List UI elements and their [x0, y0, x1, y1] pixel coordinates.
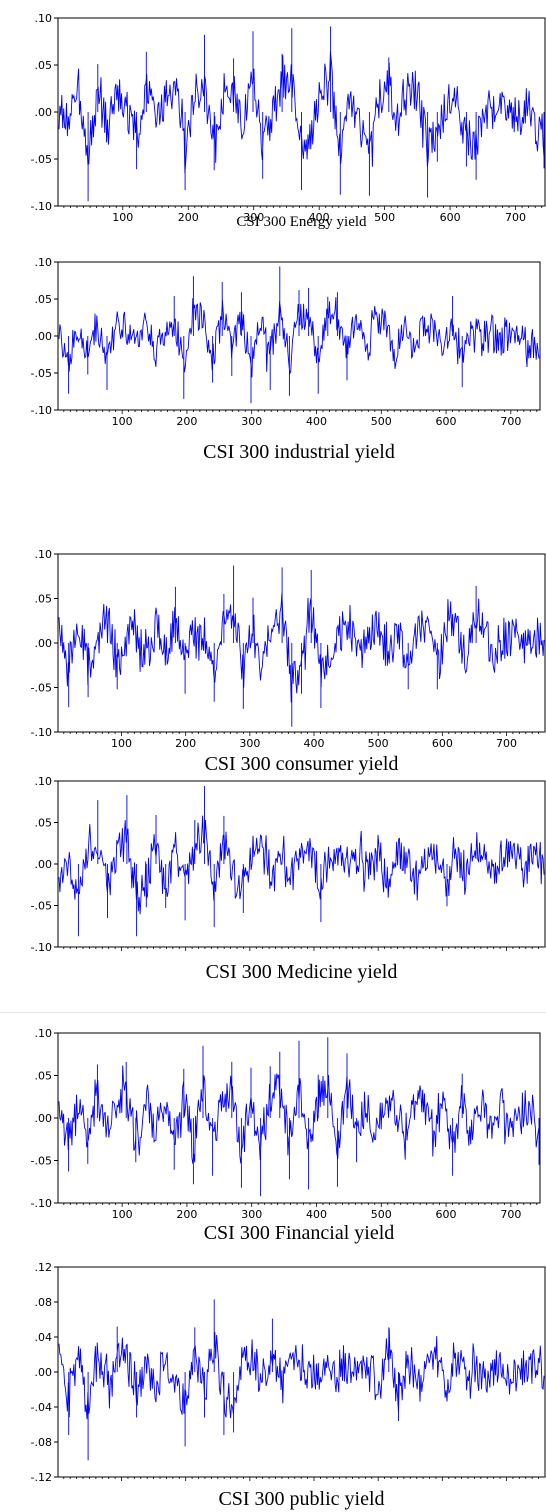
x-tick-label: 500: [368, 737, 389, 750]
y-tick-label: -.05: [31, 900, 52, 913]
x-tick-label: 500: [374, 211, 395, 224]
chart-panel-1: .10 .05 .00 -.05 -.10 100 200 300 400 500 600 700 CS…: [31, 12, 546, 230]
chart-panel-5: .10 .05 .00 -.05 -.10 100 200 300 400 500 600 700 CS…: [31, 1027, 541, 1244]
x-tick-label: 400: [306, 415, 327, 428]
x-tick-label: 100: [112, 211, 133, 224]
x-tick-label: 100: [111, 737, 132, 750]
y-tick-label: .05: [35, 593, 53, 606]
x-tick-label: 700: [500, 415, 521, 428]
y-tick-label: .10: [35, 12, 53, 25]
x-tick-label: 600: [432, 737, 453, 750]
y-tick-label: -.10: [31, 941, 52, 954]
y-tick-label: .10: [35, 775, 53, 788]
x-tick-label: 500: [371, 1208, 392, 1221]
y-tick-label: -.12: [31, 1471, 52, 1484]
x-tick-label: 700: [496, 737, 517, 750]
x-tick-label: 500: [371, 415, 392, 428]
y-tick-label: .10: [35, 256, 53, 269]
chart-caption: CSI 300 consumer yield: [205, 753, 399, 775]
y-tick-label: .10: [35, 548, 53, 561]
x-tick-label: 400: [306, 1208, 327, 1221]
y-tick-label: .08: [35, 1296, 53, 1309]
y-tick-label: .05: [35, 817, 53, 830]
chart-panel-4: .10 .05 .00 -.05 -.10 CSI 300 Medicine yield: [31, 775, 546, 983]
y-tick-label: .00: [35, 1366, 53, 1379]
x-tick-label: 300: [241, 415, 262, 428]
x-tick-label: 600: [436, 1208, 457, 1221]
y-tick-label: .04: [35, 1331, 53, 1344]
y-tick-label: .00: [35, 858, 53, 871]
y-tick-label: -.08: [31, 1436, 52, 1449]
y-tick-label: .05: [35, 59, 53, 72]
y-tick-label: .00: [35, 330, 53, 343]
y-tick-label: .00: [35, 1112, 53, 1125]
x-tick-label: 200: [176, 1208, 197, 1221]
series-line: [58, 1299, 545, 1461]
y-tick-label: -.10: [31, 1197, 52, 1210]
chart-caption: CSI 300 Medicine yield: [206, 961, 398, 983]
x-tick-label: 600: [436, 415, 457, 428]
chart-caption: CSI 300 Financial yield: [204, 1222, 395, 1244]
chart-caption: CSI 300 public yield: [218, 1488, 384, 1510]
x-tick-label: 700: [500, 1208, 521, 1221]
y-tick-label: -.10: [31, 200, 52, 213]
y-tick-label: -.10: [31, 404, 52, 417]
x-tick-label: 200: [175, 737, 196, 750]
y-tick-label: .05: [35, 293, 53, 306]
series-line: [58, 786, 545, 937]
series-line: [58, 1037, 540, 1197]
y-tick-label: -.05: [31, 153, 52, 166]
y-tick-label: .10: [35, 1027, 53, 1040]
y-tick-label: -.04: [31, 1401, 52, 1414]
chart-caption: CSI 300 Energy yield: [236, 214, 367, 230]
x-tick-label: 300: [239, 737, 260, 750]
y-tick-label: -.10: [31, 726, 52, 739]
chart-panel-6: .12 .08 .04 .00 -.04 -.08 -.12 CSI 300 public y…: [31, 1261, 546, 1510]
x-tick-label: 100: [112, 1208, 133, 1221]
chart-panels: .10 .05 .00 -.05 -.10 100 200 300 400 500 600 700 CS…: [31, 12, 546, 1510]
x-tick-label: 700: [505, 211, 526, 224]
chart-panel-2: .10 .05 .00 -.05 -.10 100 200 300 400 500 600 700 CS…: [31, 256, 541, 463]
y-tick-label: .00: [35, 106, 53, 119]
x-tick-label: 400: [304, 737, 325, 750]
x-tick-label: 300: [241, 1208, 262, 1221]
x-tick-label: 100: [112, 415, 133, 428]
y-tick-label: .00: [35, 637, 53, 650]
y-tick-label: -.05: [31, 1155, 52, 1168]
x-tick-label: 200: [176, 415, 197, 428]
x-tick-label: 200: [178, 211, 199, 224]
chart-caption: CSI 300 industrial yield: [203, 441, 395, 463]
series-line: [58, 266, 540, 404]
x-tick-label: 400: [309, 211, 330, 224]
series-line: [58, 565, 545, 727]
x-tick-label: 300: [243, 211, 264, 224]
series-line: [58, 26, 545, 202]
y-tick-label: -.05: [31, 682, 52, 695]
y-tick-label: .12: [35, 1261, 53, 1274]
y-tick-label: .05: [35, 1070, 53, 1083]
y-tick-label: -.05: [31, 367, 52, 380]
x-tick-label: 600: [440, 211, 461, 224]
chart-panel-3: .10 .05 .00 -.05 -.10 100 200 300 400 500 600 700 CS…: [31, 548, 546, 775]
